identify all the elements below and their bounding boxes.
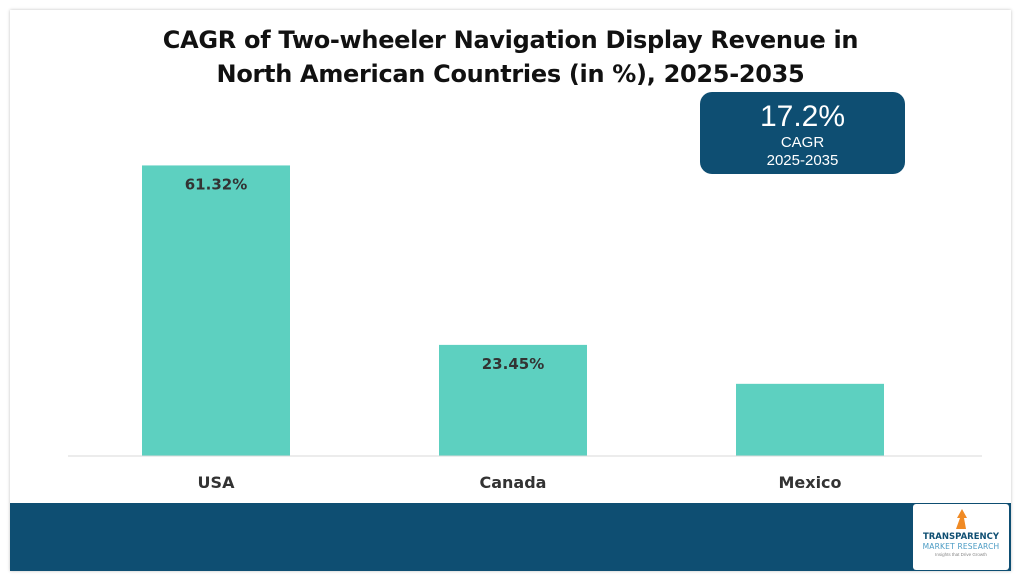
logo-line-1: TRANSPARENCY — [922, 532, 1000, 542]
x-tick-label-mexico: Mexico — [778, 473, 841, 492]
company-logo: TRANSPARENCY MARKET RESEARCH Insights th… — [913, 504, 1009, 570]
bar-mexico — [736, 383, 884, 456]
x-tick-label-usa: USA — [198, 473, 236, 492]
logo-tagline: Insights that Drive Growth — [935, 552, 987, 557]
bar-usa — [142, 165, 290, 456]
chart-title-line-2: North American Countries (in %), 2025-20… — [216, 60, 805, 88]
footer-band — [10, 503, 1011, 571]
x-tick-label-canada: Canada — [480, 473, 547, 492]
cagr-value: 17.2% — [759, 100, 846, 133]
cagr-callout: 17.2% CAGR 2025-2035 — [700, 92, 905, 174]
bar-canada — [439, 344, 587, 456]
cagr-label: CAGR — [780, 134, 825, 151]
data-label-canada: 23.45% — [482, 355, 544, 373]
chart-card: CAGR of Two-wheeler Navigation Display R… — [10, 10, 1011, 571]
bar-chart: 61.32% USA 23.45% Canada Mexico — [68, 165, 982, 492]
logo-line-2: MARKET RESEARCH — [922, 542, 1000, 551]
cagr-period: 2025-2035 — [766, 152, 839, 169]
data-label-usa: 61.32% — [185, 175, 247, 193]
chart-title-line-1: CAGR of Two-wheeler Navigation Display R… — [162, 26, 859, 54]
upward-arrow-icon — [956, 509, 967, 529]
